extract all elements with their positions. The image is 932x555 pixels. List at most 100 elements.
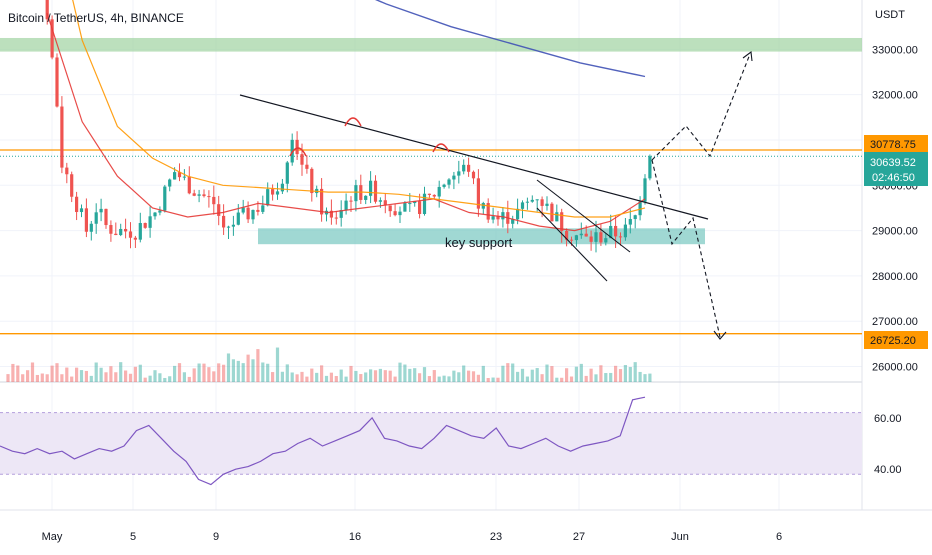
volume-bar: [540, 374, 544, 382]
time-tick-label: 23: [490, 531, 502, 543]
candle-body: [525, 201, 529, 203]
candle-body: [280, 183, 284, 192]
wedge-upper-line: [536, 179, 631, 253]
volume-bar: [148, 375, 152, 382]
volume-bar: [187, 376, 191, 382]
volume-bar: [364, 372, 368, 382]
candle-body: [187, 176, 191, 194]
candle-body: [383, 200, 387, 206]
candle-body: [467, 164, 471, 172]
candle-body: [266, 189, 270, 206]
candle-body: [128, 231, 133, 238]
candle-body: [403, 203, 407, 212]
candle-body: [133, 237, 137, 240]
head-shoulders-arc: [289, 147, 307, 157]
moving-average-layer: [46, 0, 646, 232]
volume-bar: [275, 347, 280, 382]
volume-bar: [555, 377, 559, 382]
volume-bar: [388, 370, 392, 382]
candle-body: [574, 235, 578, 241]
volume-bar: [614, 365, 618, 382]
volume-bar: [197, 363, 201, 382]
volume-bar: [251, 359, 255, 382]
candle-body: [388, 205, 392, 212]
candle-body: [540, 199, 544, 206]
candle-body: [261, 205, 265, 212]
candle-body: [320, 188, 324, 215]
volume-bar: [128, 373, 133, 382]
candle-body: [496, 216, 500, 220]
volume-bar: [168, 376, 172, 382]
volume-bar: [329, 372, 333, 382]
candle-body: [442, 184, 446, 187]
candle-body: [432, 194, 436, 197]
candle-body: [594, 232, 598, 242]
volume-bar: [638, 371, 642, 382]
candle-body: [158, 210, 162, 213]
chart-title: Bitcoin / TetherUS, 4h, BINANCE: [8, 11, 184, 25]
price-tick-label: 32000.00: [872, 90, 918, 102]
candle-body: [344, 200, 348, 211]
candle-layer: [45, 0, 652, 253]
candle-body: [138, 223, 142, 240]
volume-bar: [55, 363, 59, 382]
volume-bar: [462, 365, 466, 382]
volume-bar: [158, 373, 162, 382]
volume-bar: [109, 366, 113, 382]
candle-body: [447, 179, 451, 185]
volume-bar: [569, 376, 574, 382]
candle-body: [373, 180, 378, 202]
volume-bar: [138, 364, 142, 382]
candle-body: [119, 228, 123, 236]
volume-bar: [94, 362, 98, 382]
candle-body: [633, 215, 637, 220]
volume-bar: [79, 370, 84, 382]
volume-bar: [530, 369, 534, 382]
candle-body: [329, 210, 333, 218]
rsi-line: [0, 396, 646, 486]
volume-bar: [643, 374, 647, 382]
volume-bar: [354, 370, 358, 382]
candle-body: [378, 200, 382, 202]
volume-bar: [633, 362, 637, 382]
candle-body: [197, 194, 201, 196]
volume-bar: [45, 374, 49, 382]
volume-bar: [84, 370, 88, 382]
price-tick-label: 29000.00: [872, 226, 918, 238]
volume-bar: [119, 362, 123, 382]
volume-bar: [403, 364, 407, 382]
candle-body: [565, 230, 569, 240]
candle-body: [364, 195, 368, 200]
candle-body: [339, 210, 343, 218]
volume-bar: [516, 371, 520, 382]
candle-body: [75, 196, 79, 213]
volume-bar: [609, 372, 613, 382]
volume-bar: [300, 371, 304, 382]
volume-bar: [339, 369, 343, 382]
candle-body: [491, 216, 495, 220]
price-tick-label: 27000.00: [872, 316, 918, 328]
volume-bar: [486, 377, 490, 382]
candle-body: [143, 223, 147, 228]
volume-bar: [373, 370, 378, 382]
price-tick-label: 26000.00: [872, 362, 918, 374]
bullish-projection-arrowhead: [742, 50, 753, 62]
candle-body: [520, 202, 525, 209]
volume-bar: [457, 372, 461, 382]
volume-bar: [623, 365, 627, 382]
volume-bar: [579, 363, 583, 382]
volume-bar: [16, 365, 20, 382]
candle-body: [413, 201, 417, 204]
volume-bar: [427, 376, 431, 382]
volume-bar: [584, 375, 588, 382]
volume-bar: [50, 365, 54, 382]
candle-body: [148, 216, 152, 228]
candle-body: [579, 233, 583, 236]
volume-bar: [594, 374, 598, 382]
volume-bar: [246, 354, 250, 382]
candle-body: [614, 225, 618, 237]
candle-body: [462, 164, 466, 172]
volume-bar: [89, 375, 93, 382]
